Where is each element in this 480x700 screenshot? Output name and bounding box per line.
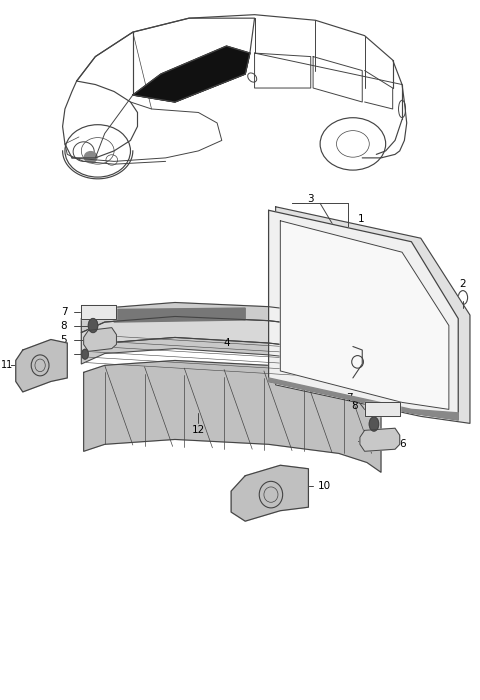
- Text: 8: 8: [60, 321, 67, 330]
- Text: 11: 11: [1, 360, 13, 370]
- Text: 6: 6: [400, 440, 407, 449]
- Polygon shape: [81, 304, 117, 318]
- Polygon shape: [360, 428, 400, 452]
- Text: 12: 12: [192, 426, 205, 435]
- Polygon shape: [114, 308, 245, 322]
- Text: 10: 10: [318, 481, 331, 491]
- Polygon shape: [269, 378, 458, 420]
- Polygon shape: [84, 328, 117, 351]
- Polygon shape: [81, 316, 381, 371]
- Polygon shape: [365, 402, 400, 416]
- Polygon shape: [84, 360, 381, 472]
- Polygon shape: [280, 220, 449, 410]
- Text: 3: 3: [307, 194, 314, 204]
- Text: 9: 9: [60, 349, 67, 359]
- Text: 1: 1: [358, 214, 364, 224]
- Polygon shape: [133, 46, 250, 102]
- Text: 2: 2: [460, 279, 466, 288]
- Circle shape: [88, 318, 98, 332]
- Text: 7: 7: [60, 307, 67, 316]
- Text: 8: 8: [351, 401, 358, 411]
- Circle shape: [369, 417, 379, 431]
- Polygon shape: [231, 466, 309, 522]
- Polygon shape: [81, 337, 381, 382]
- Text: 4: 4: [223, 338, 230, 348]
- Ellipse shape: [84, 151, 98, 164]
- Polygon shape: [81, 302, 381, 350]
- Text: 7: 7: [346, 393, 353, 402]
- Polygon shape: [276, 206, 470, 424]
- Polygon shape: [269, 210, 458, 420]
- Circle shape: [82, 349, 88, 359]
- Text: 5: 5: [60, 335, 67, 344]
- Polygon shape: [16, 340, 67, 392]
